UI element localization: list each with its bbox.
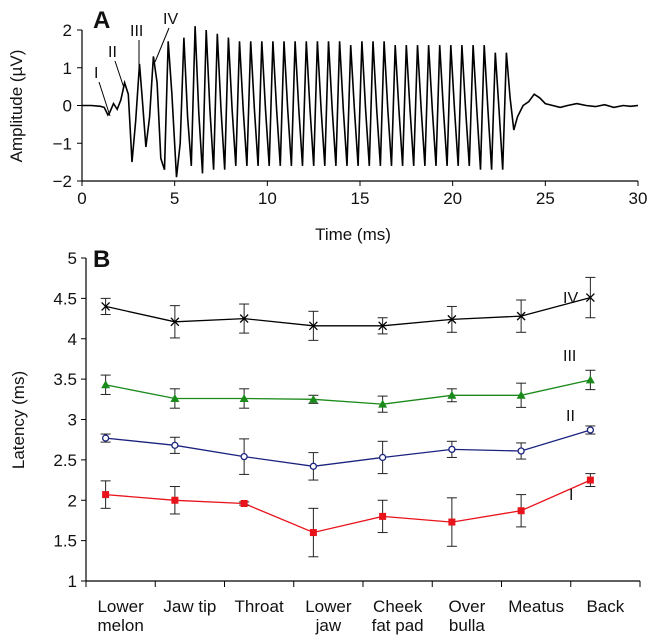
data-point	[171, 441, 179, 449]
data-point	[240, 499, 248, 507]
panel-b-label: B	[93, 246, 110, 273]
data-point	[447, 390, 457, 399]
series-iii	[100, 369, 596, 413]
peak-leader-ii	[114, 60, 125, 89]
series-label-ii: II	[566, 408, 575, 425]
panel-b-category-label: jaw	[315, 616, 342, 635]
data-point	[585, 293, 595, 303]
data-point	[102, 491, 110, 499]
panel-b-category-label: Lower	[305, 597, 352, 616]
panel-a-x-tick-label: 0	[77, 189, 86, 208]
panel-a-label: A	[93, 7, 110, 34]
series-label-iv: IV	[563, 290, 578, 307]
series-line	[105, 479, 591, 534]
peak-leader-i	[98, 81, 111, 117]
peak-label-ii: II	[108, 44, 117, 61]
series-label-i: I	[569, 487, 573, 504]
panel-a-y-tick-label: −1	[53, 134, 72, 153]
data-point	[240, 452, 248, 461]
data-point	[516, 390, 526, 399]
data-point	[378, 399, 388, 408]
panel-b-category-label: Meatus	[508, 597, 564, 616]
panel-b-y-tick-label: 2.5	[53, 451, 77, 470]
data-point	[101, 434, 110, 442]
data-point	[170, 317, 180, 327]
peak-label-i: I	[94, 65, 98, 82]
series-line	[105, 429, 591, 467]
panel-b-category-label: Lower	[97, 597, 144, 616]
data-point	[517, 447, 525, 455]
panel-b-y-tick-label: 1	[68, 572, 77, 591]
data-point	[378, 321, 388, 331]
panel-b-category-label: Jaw tip	[163, 597, 216, 616]
panel-b-category-label: Over	[448, 597, 485, 616]
series-label-iii: III	[563, 348, 576, 365]
series-iv	[100, 276, 596, 341]
data-point	[309, 529, 317, 537]
data-point	[171, 496, 179, 504]
data-point	[516, 311, 526, 321]
panel-a-y-tick-label: 0	[63, 97, 72, 116]
series-ii	[100, 425, 596, 481]
data-point	[101, 380, 111, 389]
panel-b-category-label: melon	[97, 616, 143, 635]
data-point	[379, 512, 387, 520]
peak-label-iii: III	[130, 23, 143, 40]
panel-b-y-tick-label: 4	[68, 330, 77, 349]
panel-a-x-tick-label: 25	[536, 189, 555, 208]
data-point	[239, 394, 249, 403]
data-point	[378, 453, 387, 462]
panel-a-x-axis-title: Time (ms)	[315, 225, 391, 244]
panel-b-category-label: fat pad	[372, 616, 424, 635]
panel-a-y-tick-label: 1	[63, 59, 72, 78]
series-line	[105, 379, 591, 405]
panel-a-waveform-chart: A 0 5 10 15 20 25 30 −2 −1 0 1 2 Time (ms) Amplitu…	[7, 7, 647, 244]
series-line	[105, 296, 591, 327]
data-point	[585, 375, 595, 384]
data-point	[308, 394, 318, 403]
panel-b-category-label: Back	[586, 597, 624, 616]
panel-b-category-label: Cheek	[373, 597, 423, 616]
waveform-trace	[82, 26, 639, 178]
data-point	[517, 507, 525, 515]
panel-b-y-tick-label: 3.5	[53, 370, 77, 389]
panel-a-x-tick-label: 15	[351, 189, 370, 208]
peak-labels: I II III IV	[94, 11, 178, 117]
panel-b-y-tick-label: 3	[68, 411, 77, 430]
panel-b-category-label: bulla	[449, 616, 485, 635]
data-point	[586, 426, 595, 434]
data-point	[586, 476, 594, 484]
data-point	[309, 462, 318, 470]
data-point	[101, 301, 111, 311]
panel-a-y-tick-label: 2	[63, 21, 72, 40]
data-point	[448, 445, 456, 454]
data-point	[448, 518, 456, 526]
panel-a-x-tick-label: 10	[258, 189, 277, 208]
peak-label-iv: IV	[163, 11, 178, 28]
panel-b-y-tick-label: 1.5	[53, 532, 77, 551]
data-point	[170, 394, 180, 403]
peak-leader-iv	[154, 27, 170, 63]
panel-a-y-tick-label: −2	[53, 172, 72, 191]
panel-b-y-tick-label: 4.5	[53, 289, 77, 308]
panel-b-y-axis-title: Latency (ms)	[9, 371, 28, 469]
panel-b-y-tick-label: 5	[68, 249, 77, 268]
panel-b-category-label: Throat	[235, 597, 284, 616]
panel-a-y-axis-title: Amplitude (µV)	[7, 50, 26, 163]
data-point	[308, 321, 318, 331]
panel-b-y-tick-label: 2	[68, 491, 77, 510]
series-i	[100, 473, 596, 558]
data-point	[447, 314, 457, 324]
panel-a-x-tick-label: 30	[629, 189, 648, 208]
panel-a-x-tick-label: 20	[443, 189, 462, 208]
data-point	[239, 314, 249, 324]
panel-a-x-tick-label: 5	[170, 189, 179, 208]
